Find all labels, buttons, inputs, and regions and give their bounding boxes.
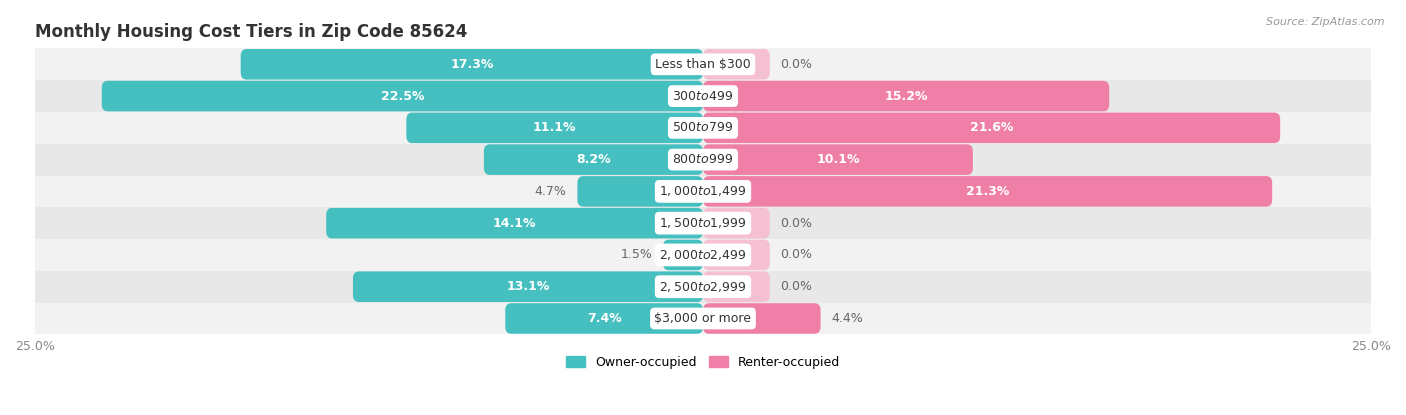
Text: 17.3%: 17.3% [450, 58, 494, 71]
FancyBboxPatch shape [703, 239, 770, 270]
FancyBboxPatch shape [703, 49, 770, 80]
FancyBboxPatch shape [662, 239, 703, 270]
Text: $3,000 or more: $3,000 or more [655, 312, 751, 325]
Bar [35, 80, 1371, 112]
FancyBboxPatch shape [703, 81, 1109, 111]
Text: 0.0%: 0.0% [780, 217, 813, 229]
Text: 8.2%: 8.2% [576, 153, 610, 166]
FancyBboxPatch shape [353, 271, 703, 302]
Text: $2,000 to $2,499: $2,000 to $2,499 [659, 248, 747, 262]
Text: 4.4%: 4.4% [831, 312, 863, 325]
FancyBboxPatch shape [703, 144, 973, 175]
Bar [35, 144, 1371, 176]
Text: $500 to $799: $500 to $799 [672, 121, 734, 134]
Bar [35, 49, 1371, 80]
Text: $2,500 to $2,999: $2,500 to $2,999 [659, 280, 747, 294]
Text: 13.1%: 13.1% [506, 280, 550, 293]
Text: 4.7%: 4.7% [534, 185, 567, 198]
Text: $800 to $999: $800 to $999 [672, 153, 734, 166]
FancyBboxPatch shape [406, 112, 703, 143]
Text: 7.4%: 7.4% [586, 312, 621, 325]
FancyBboxPatch shape [703, 112, 1281, 143]
Bar [35, 207, 1371, 239]
Bar [35, 303, 1371, 334]
Text: $1,500 to $1,999: $1,500 to $1,999 [659, 216, 747, 230]
FancyBboxPatch shape [703, 303, 821, 334]
Text: 21.3%: 21.3% [966, 185, 1010, 198]
FancyBboxPatch shape [703, 271, 770, 302]
Text: 22.5%: 22.5% [381, 90, 425, 103]
FancyBboxPatch shape [326, 208, 703, 239]
FancyBboxPatch shape [703, 208, 770, 239]
Text: Less than $300: Less than $300 [655, 58, 751, 71]
FancyBboxPatch shape [505, 303, 703, 334]
Text: 14.1%: 14.1% [494, 217, 536, 229]
Text: 15.2%: 15.2% [884, 90, 928, 103]
FancyBboxPatch shape [703, 176, 1272, 207]
FancyBboxPatch shape [484, 144, 703, 175]
Text: $300 to $499: $300 to $499 [672, 90, 734, 103]
Text: 21.6%: 21.6% [970, 121, 1014, 134]
Bar [35, 176, 1371, 207]
Legend: Owner-occupied, Renter-occupied: Owner-occupied, Renter-occupied [561, 351, 845, 374]
Bar [35, 271, 1371, 303]
Text: 10.1%: 10.1% [817, 153, 859, 166]
Bar [35, 239, 1371, 271]
Text: Monthly Housing Cost Tiers in Zip Code 85624: Monthly Housing Cost Tiers in Zip Code 8… [35, 23, 467, 42]
Text: 11.1%: 11.1% [533, 121, 576, 134]
Text: $1,000 to $1,499: $1,000 to $1,499 [659, 184, 747, 198]
Text: 0.0%: 0.0% [780, 249, 813, 261]
FancyBboxPatch shape [578, 176, 703, 207]
Text: Source: ZipAtlas.com: Source: ZipAtlas.com [1267, 17, 1385, 27]
Text: 0.0%: 0.0% [780, 58, 813, 71]
Text: 0.0%: 0.0% [780, 280, 813, 293]
FancyBboxPatch shape [240, 49, 703, 80]
Text: 1.5%: 1.5% [620, 249, 652, 261]
Bar [35, 112, 1371, 144]
FancyBboxPatch shape [101, 81, 703, 111]
